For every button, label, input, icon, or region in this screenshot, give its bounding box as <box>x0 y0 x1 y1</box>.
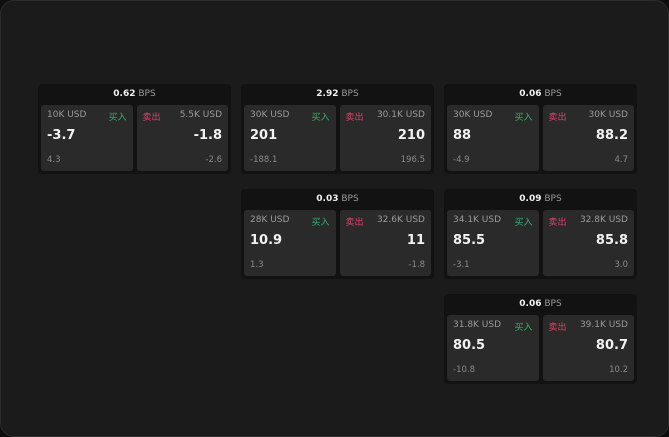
bid-change: -188.1 <box>250 155 278 165</box>
spread-header: 0.03 BPS <box>244 189 431 210</box>
buy-button[interactable]: 30K USD 买入 88 -4.9 <box>447 105 539 171</box>
spread-header: 0.06 BPS <box>447 84 634 105</box>
buy-button[interactable]: 28K USD 买入 10.9 1.3 <box>244 210 336 276</box>
spread-value: 0.06 <box>519 89 542 99</box>
sell-button[interactable]: 卖出 30.1K USD 210 196.5 <box>339 105 431 171</box>
spread-header: 0.09 BPS <box>447 189 634 210</box>
sell-button[interactable]: 卖出 32.6K USD 11 -1.8 <box>339 210 431 276</box>
quote-card: 0.06 BPS 30K USD 买入 88 -4.9 卖出 30K USD 88.… <box>444 84 637 174</box>
bid-change: -3.1 <box>453 260 470 270</box>
sell-label: 卖出 <box>142 113 161 123</box>
ask-price: 80.7 <box>595 338 628 353</box>
sell-label: 卖出 <box>548 323 567 333</box>
bid-size: 31.8K USD <box>453 320 502 330</box>
ask-price: 88.2 <box>595 128 628 143</box>
quote-card: 0.09 BPS 34.1K USD 买入 85.5 -3.1 卖出 32.8K U… <box>444 189 637 279</box>
bid-size: 30K USD <box>250 110 290 120</box>
buy-label: 买入 <box>514 323 533 333</box>
ask-change: 4.7 <box>614 155 628 165</box>
quote-card: 2.92 BPS 30K USD 买入 201 -188.1 卖出 30.1K US… <box>241 84 434 174</box>
ask-change: -2.6 <box>205 155 222 165</box>
spread-unit: BPS <box>138 89 156 99</box>
spread-value: 0.62 <box>113 89 136 99</box>
bid-price: 80.5 <box>453 338 486 353</box>
bid-change: 4.3 <box>47 155 61 165</box>
ask-change: -1.8 <box>408 260 425 270</box>
buy-button[interactable]: 34.1K USD 买入 85.5 -3.1 <box>447 210 539 276</box>
sell-label: 卖出 <box>345 218 364 228</box>
buy-label: 买入 <box>311 113 330 123</box>
bid-price: 88 <box>453 128 472 143</box>
ask-price: 11 <box>406 233 425 248</box>
ask-size: 30K USD <box>588 110 628 120</box>
sell-label: 卖出 <box>345 113 364 123</box>
sell-button[interactable]: 卖出 32.8K USD 85.8 3.0 <box>542 210 634 276</box>
bid-change: -4.9 <box>453 155 470 165</box>
sell-label: 卖出 <box>548 113 567 123</box>
buy-label: 买入 <box>514 113 533 123</box>
buy-label: 买入 <box>311 218 330 228</box>
bid-price: 201 <box>250 128 278 143</box>
quote-card: 0.62 BPS 10K USD 买入 -3.7 4.3 卖出 5.5K USD -… <box>38 84 231 174</box>
bid-size: 30K USD <box>453 110 493 120</box>
ask-size: 5.5K USD <box>179 110 222 120</box>
bid-price: -3.7 <box>47 128 76 143</box>
spread-value: 0.09 <box>519 194 542 204</box>
spread-value: 2.92 <box>316 89 339 99</box>
spread-unit: BPS <box>544 89 562 99</box>
buy-button[interactable]: 30K USD 买入 201 -188.1 <box>244 105 336 171</box>
bid-size: 34.1K USD <box>453 215 502 225</box>
spread-header: 0.62 BPS <box>41 84 228 105</box>
quote-card: 0.03 BPS 28K USD 买入 10.9 1.3 卖出 32.6K USD … <box>241 189 434 279</box>
buy-label: 买入 <box>514 218 533 228</box>
ask-price: -1.8 <box>193 128 222 143</box>
spread-value: 0.03 <box>316 194 339 204</box>
spread-unit: BPS <box>341 194 359 204</box>
sell-button[interactable]: 卖出 5.5K USD -1.8 -2.6 <box>136 105 228 171</box>
ask-change: 3.0 <box>614 260 628 270</box>
bid-price: 85.5 <box>453 233 486 248</box>
spread-value: 0.06 <box>519 299 542 309</box>
quote-card: 0.06 BPS 31.8K USD 买入 80.5 -10.8 卖出 39.1K … <box>444 294 637 384</box>
sell-button[interactable]: 卖出 39.1K USD 80.7 10.2 <box>542 315 634 381</box>
bid-change: 1.3 <box>250 260 264 270</box>
bid-price: 10.9 <box>250 233 283 248</box>
ask-price: 210 <box>397 128 425 143</box>
spread-header: 0.06 BPS <box>447 294 634 315</box>
buy-button[interactable]: 10K USD 买入 -3.7 4.3 <box>41 105 133 171</box>
sell-button[interactable]: 卖出 30K USD 88.2 4.7 <box>542 105 634 171</box>
ask-size: 32.6K USD <box>376 215 425 225</box>
ask-size: 30.1K USD <box>376 110 425 120</box>
ask-size: 32.8K USD <box>579 215 628 225</box>
bid-change: -10.8 <box>453 365 475 375</box>
spread-unit: BPS <box>341 89 359 99</box>
ask-price: 85.8 <box>595 233 628 248</box>
bid-size: 10K USD <box>47 110 87 120</box>
sell-label: 卖出 <box>548 218 567 228</box>
ask-change: 196.5 <box>400 155 425 165</box>
buy-label: 买入 <box>108 113 127 123</box>
spread-unit: BPS <box>544 299 562 309</box>
buy-button[interactable]: 31.8K USD 买入 80.5 -10.8 <box>447 315 539 381</box>
ask-change: 10.2 <box>609 365 628 375</box>
spread-unit: BPS <box>544 194 562 204</box>
bid-size: 28K USD <box>250 215 290 225</box>
spread-header: 2.92 BPS <box>244 84 431 105</box>
ask-size: 39.1K USD <box>579 320 628 330</box>
